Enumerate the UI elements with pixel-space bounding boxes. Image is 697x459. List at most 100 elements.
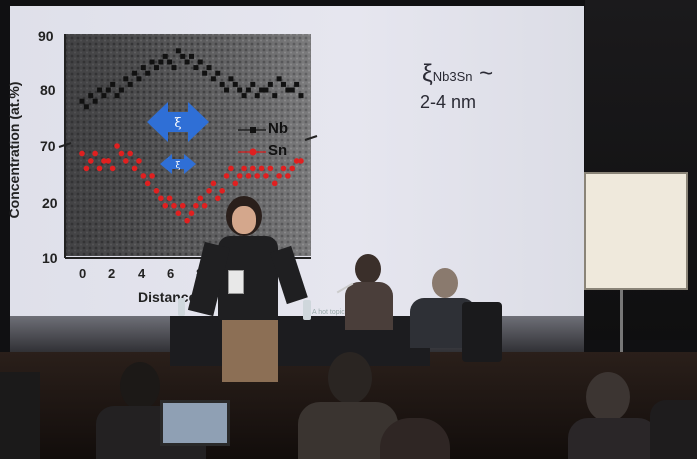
data-point-sn <box>263 173 269 179</box>
data-point-nb <box>97 87 103 93</box>
axis-break-right <box>304 135 318 141</box>
y-tick-label: 20 <box>42 195 58 211</box>
data-point-sn <box>250 165 256 172</box>
data-point-nb <box>171 65 177 71</box>
axis-break-left <box>58 142 72 148</box>
audience-member <box>380 418 450 459</box>
water-bottle <box>303 300 311 320</box>
data-point-nb <box>162 53 168 59</box>
xi-value: 2-4 nm <box>420 92 477 112</box>
data-point-sn <box>280 165 287 172</box>
data-point-nb <box>272 93 278 99</box>
data-point-nb <box>127 81 133 87</box>
laptop <box>160 400 230 446</box>
data-point-sn <box>188 210 195 216</box>
data-point-sn <box>136 158 142 164</box>
xi-subscript: Nb3Sn <box>432 69 473 84</box>
data-point-sn <box>241 165 247 172</box>
y-tick-label: 80 <box>40 82 56 98</box>
data-point-nb <box>241 93 247 99</box>
chair <box>462 302 502 362</box>
data-point-sn <box>298 158 304 164</box>
audience-member <box>650 400 697 459</box>
data-point-sn <box>201 202 208 209</box>
panelist-left <box>345 254 393 330</box>
data-point-nb <box>215 70 221 76</box>
legend-sn-text: Sn <box>268 142 288 159</box>
data-point-sn <box>96 165 103 172</box>
y-tick-label: 10 <box>42 250 58 266</box>
data-point-nb <box>237 87 243 93</box>
data-point-nb <box>232 81 238 87</box>
data-point-sn <box>254 173 260 179</box>
data-point-nb <box>189 53 194 59</box>
data-point-nb <box>158 59 164 65</box>
data-point-nb <box>145 70 151 76</box>
data-point-sn <box>197 195 204 202</box>
audience-member <box>568 372 658 459</box>
data-point-nb <box>175 48 181 54</box>
data-point-sn <box>293 158 300 164</box>
data-point-nb <box>245 87 251 93</box>
data-point-sn <box>276 173 282 179</box>
data-point-sn <box>92 150 98 157</box>
legend-nb-marker <box>250 127 256 133</box>
data-point-nb <box>259 87 265 93</box>
data-point-nb <box>197 59 203 65</box>
audience-member <box>0 372 40 459</box>
data-point-sn <box>210 180 217 187</box>
data-point-nb <box>298 93 304 99</box>
data-point-sn <box>285 173 291 179</box>
water-bottle <box>178 298 185 316</box>
data-point-nb <box>280 81 286 87</box>
audience-member <box>298 352 398 459</box>
data-point-sn <box>109 165 116 172</box>
y-tick-label: 90 <box>38 28 54 44</box>
data-point-sn <box>267 165 274 172</box>
data-point-nb <box>224 87 230 93</box>
legend-nb-text: Nb <box>268 120 288 137</box>
data-point-nb <box>83 104 89 110</box>
data-point-nb <box>140 65 146 71</box>
data-point-sn <box>171 202 177 209</box>
data-point-sn <box>166 195 173 202</box>
data-point-sn <box>258 165 265 172</box>
data-point-sn <box>79 150 85 157</box>
data-point-sn <box>105 158 112 164</box>
data-point-sn <box>179 202 186 209</box>
data-point-nb <box>92 98 98 104</box>
data-point-nb <box>88 93 94 99</box>
data-point-sn <box>127 150 133 157</box>
xi-arrow-big-label: ξ <box>174 116 181 131</box>
xi-arrow-small-icon <box>160 154 196 174</box>
x-tick-label: 2 <box>108 266 116 281</box>
data-point-sn <box>219 188 225 194</box>
data-point-sn <box>271 180 278 187</box>
data-point-sn <box>184 217 190 224</box>
desk-label: A hot topic <box>312 309 345 316</box>
data-point-nb <box>250 81 256 87</box>
data-point-nb <box>184 59 190 65</box>
data-point-sn <box>193 202 199 209</box>
xi-arrow-small-label: ξ <box>176 161 181 171</box>
data-point-nb <box>206 65 212 71</box>
data-point-sn <box>153 188 160 194</box>
xi-tilde: ~ <box>479 60 494 87</box>
data-point-sn <box>289 165 296 172</box>
data-point-nb <box>101 93 107 99</box>
speaker <box>187 196 308 386</box>
xi-symbol: ξ <box>422 60 433 87</box>
data-point-sn <box>158 195 164 202</box>
data-point-nb <box>202 70 208 76</box>
y-tick-label: 70 <box>40 138 56 154</box>
slide-chart: ξ ξ <box>58 34 318 259</box>
name-badge <box>228 270 244 294</box>
data-point-sn <box>228 165 234 172</box>
data-point-nb <box>294 81 300 87</box>
data-point-sn <box>214 195 221 202</box>
data-point-sn <box>245 173 252 179</box>
data-point-sn <box>140 173 147 179</box>
data-point-sn <box>206 188 212 194</box>
x-tick-label: 6 <box>167 266 175 281</box>
